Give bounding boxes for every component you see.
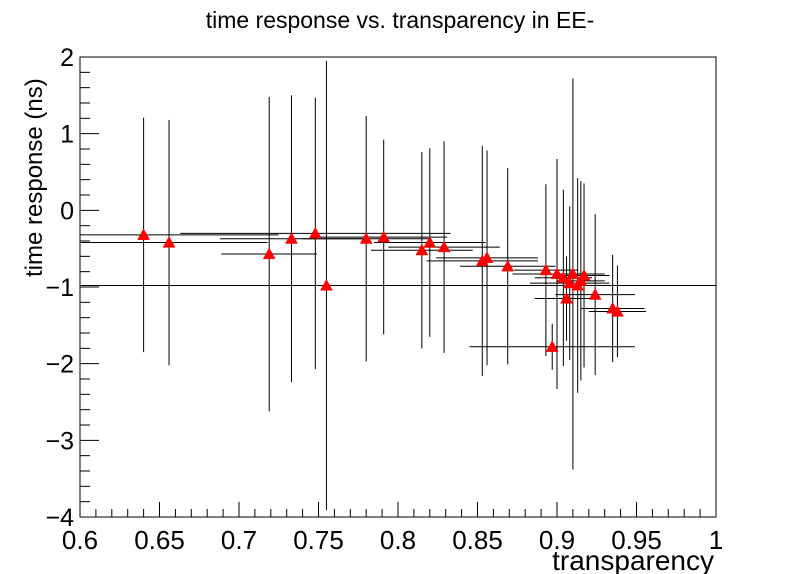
- data-point: [415, 243, 429, 256]
- y-tick-label: −4: [45, 504, 74, 532]
- x-tick-label: 0.8: [380, 525, 416, 555]
- x-tick-label: 0.75: [293, 525, 344, 555]
- data-point: [437, 240, 451, 253]
- data-point: [539, 263, 553, 276]
- y-tick-label: −2: [45, 351, 74, 379]
- data-point: [308, 226, 322, 239]
- y-tick-label: 0: [60, 197, 74, 225]
- x-tick-label: 0.65: [134, 525, 185, 555]
- data-point: [423, 236, 437, 248]
- data-point: [556, 271, 570, 283]
- data-point: [285, 232, 298, 244]
- x-tick-label: 0.9: [539, 525, 575, 555]
- x-tick-label: 0.6: [62, 525, 98, 555]
- data-point: [577, 268, 591, 281]
- x-tick-label: 0.85: [452, 525, 503, 555]
- y-tick-label: 2: [60, 44, 74, 72]
- x-tick-label: 0.7: [221, 525, 257, 555]
- chart-title: time response vs. transparency in EE-: [206, 7, 595, 33]
- data-point: [566, 267, 580, 280]
- data-point: [610, 305, 624, 317]
- data-point: [480, 251, 494, 263]
- data-point: [162, 236, 176, 248]
- y-axis-label: time response (ns): [21, 78, 48, 277]
- y-tick-label: −1: [45, 274, 74, 302]
- data-point: [588, 288, 602, 300]
- x-tick-label: 0.95: [611, 525, 662, 555]
- data-markers: [137, 226, 624, 352]
- data-point: [563, 276, 577, 289]
- data-point: [377, 230, 391, 243]
- data-point: [560, 291, 573, 304]
- data-point: [137, 228, 151, 240]
- data-point: [359, 232, 373, 244]
- y-tick-label: 1: [60, 121, 74, 149]
- data-point: [501, 259, 515, 272]
- axes: 0.6 0.65 0.7 0.75 0.8 0.85 0.9 0.95 1 −4 −3 −2 −1 0 1 2: [45, 44, 723, 555]
- data-point: [320, 278, 333, 291]
- y-tick-label: −3: [45, 427, 74, 455]
- x-tick-label: 1: [709, 525, 723, 555]
- data-point: [545, 340, 559, 352]
- error-bars: [80, 60, 716, 511]
- data-point: [262, 247, 276, 260]
- x-axis-label: transparency: [552, 545, 714, 574]
- data-point: [550, 267, 564, 280]
- plot-frame: [79, 56, 717, 518]
